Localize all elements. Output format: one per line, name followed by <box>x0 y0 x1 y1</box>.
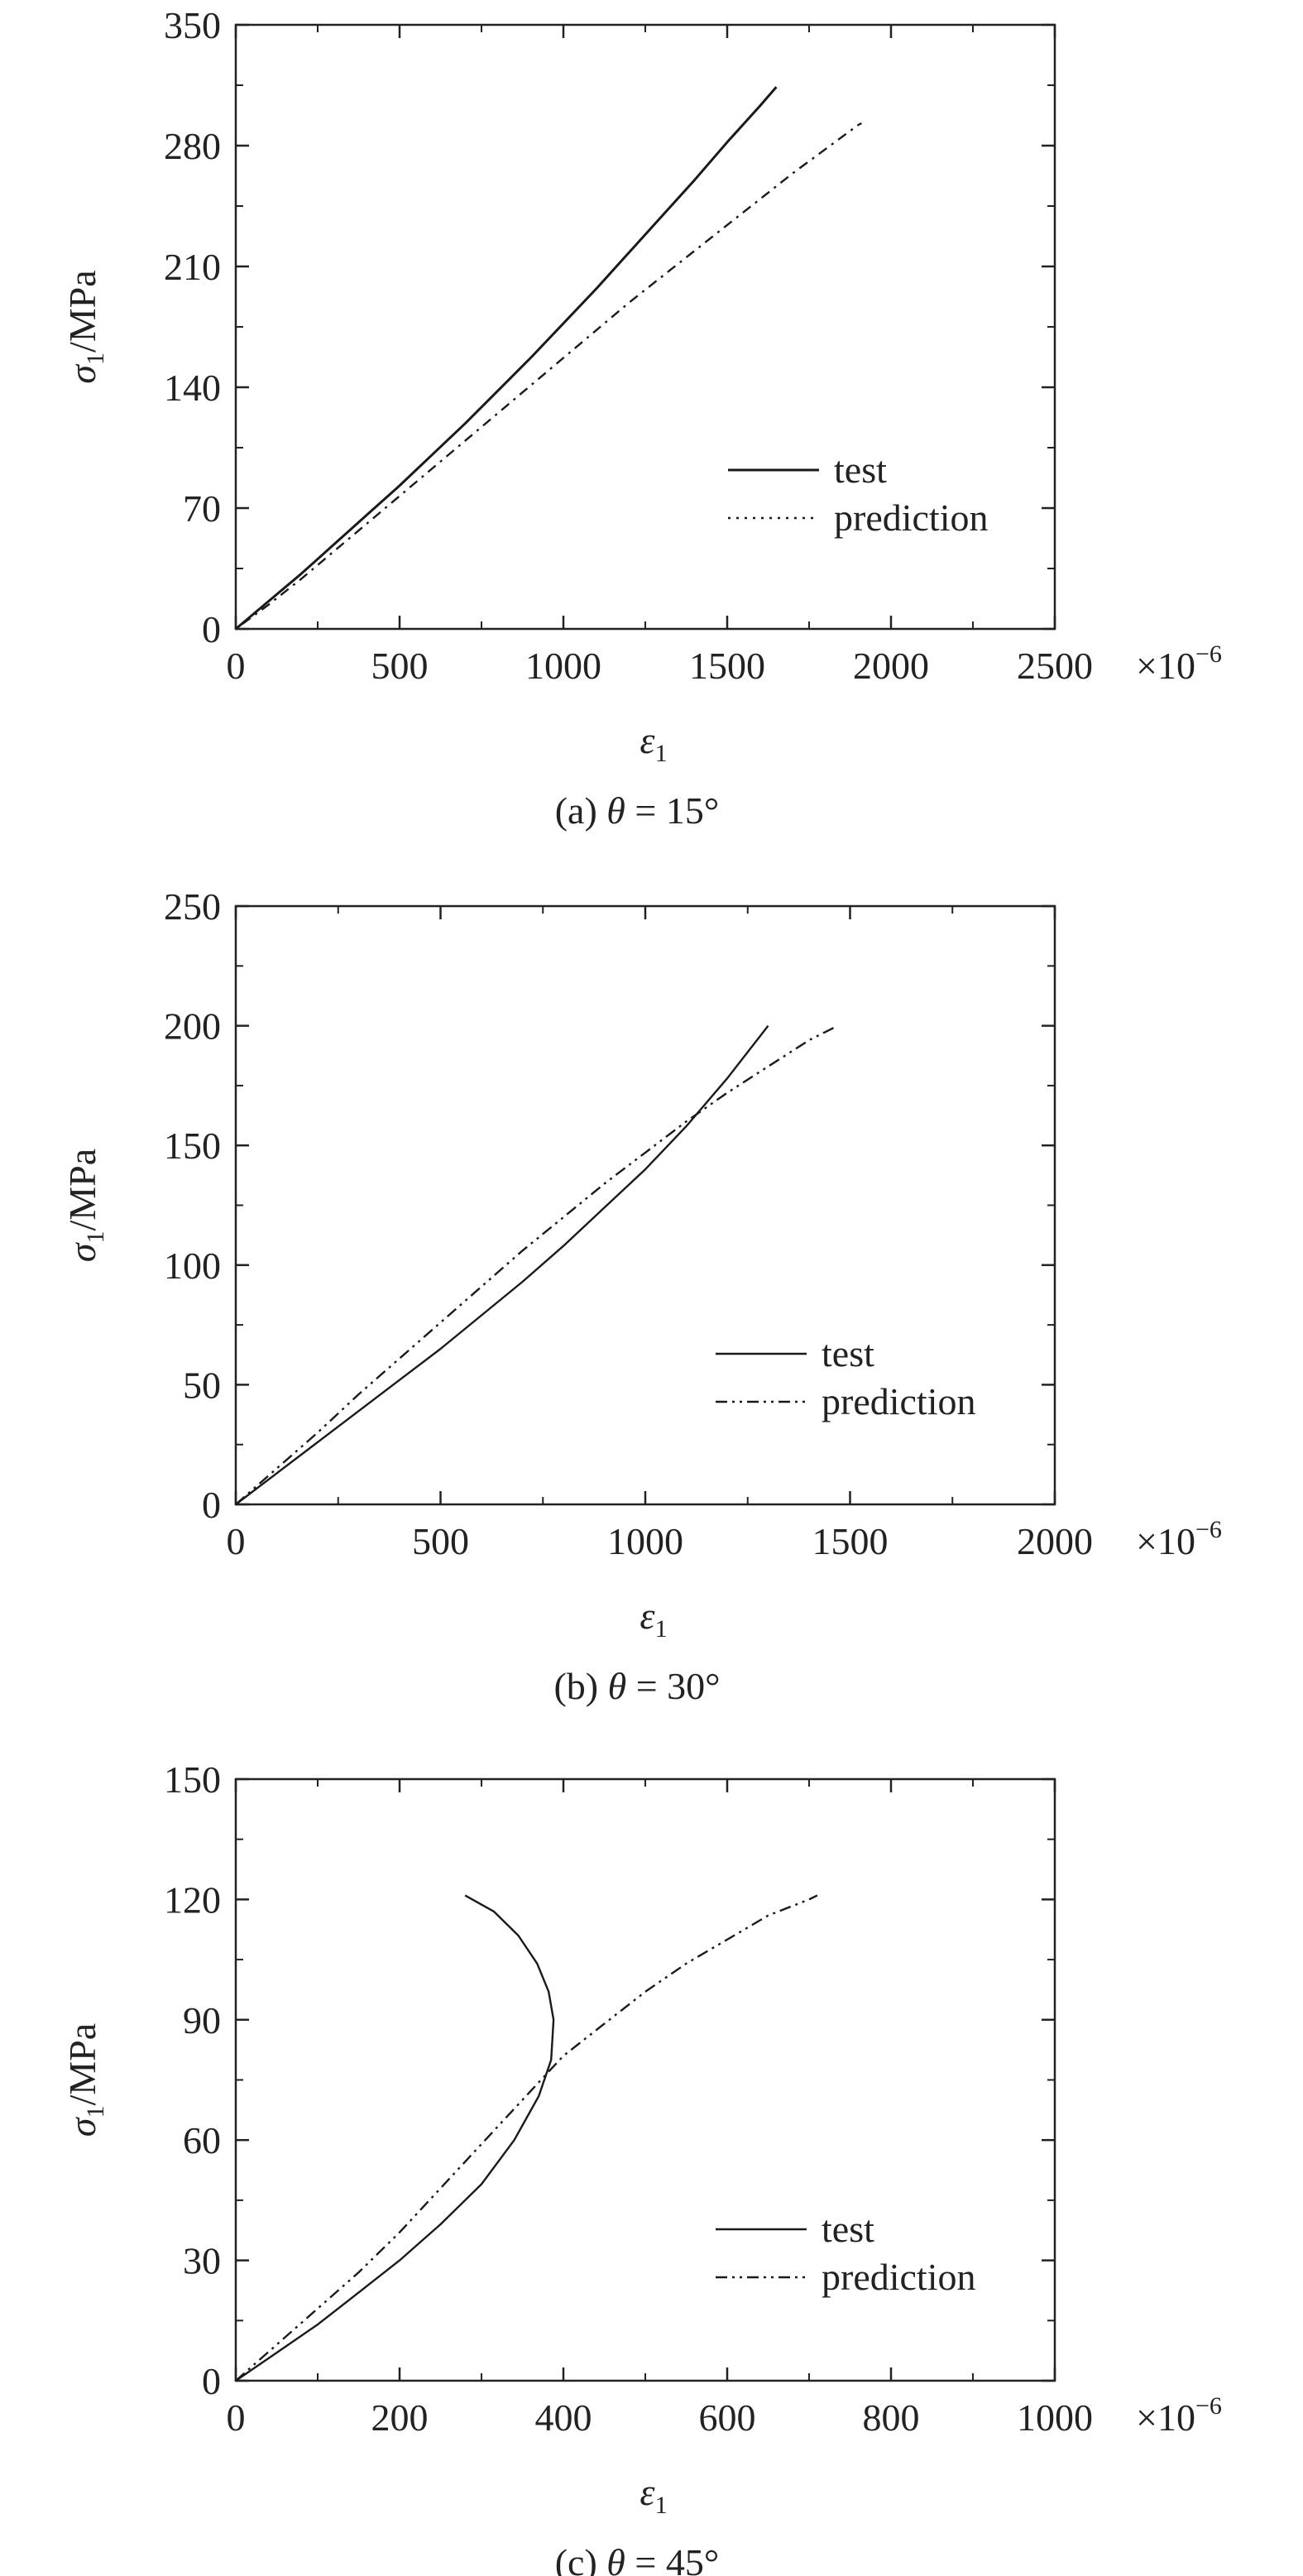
y-tick-label: 70 <box>183 487 221 530</box>
x-tick-label: 2000 <box>853 645 929 687</box>
legend: test prediction <box>716 1332 976 1422</box>
series-line-test <box>235 86 778 631</box>
chart-panel-2: 0 500 1000 1500 2000 0 50 100 150 200 250 ×10−6 ε1 σ1… <box>61 885 1222 1707</box>
y-tick-label: 0 <box>202 2360 221 2402</box>
series-line-prediction <box>235 1894 818 2382</box>
x-tick-label: 200 <box>371 2396 429 2439</box>
y-tick-label: 0 <box>202 1484 221 1526</box>
x-tick-label: 0 <box>227 1520 246 1562</box>
chart-panel-1: 0 500 1000 1500 2000 2500 0 70 140 210 280 350 ×10−6… <box>61 4 1222 832</box>
x-tick-label: 500 <box>371 645 429 687</box>
legend-label-prediction: prediction <box>834 496 989 539</box>
y-tick-label: 250 <box>164 885 221 928</box>
y-tick-label: 150 <box>164 1758 221 1801</box>
y-tick-label: 350 <box>164 4 221 46</box>
y-tick-label: 140 <box>164 367 221 409</box>
y-tick-label: 50 <box>183 1364 221 1406</box>
legend: test prediction <box>716 2208 976 2298</box>
legend-label-test: test <box>822 2208 874 2250</box>
panel-caption: (b) θ = 30° <box>553 1665 720 1707</box>
y-tick-label: 200 <box>164 1005 221 1048</box>
x-multiplier-label: ×10−6 <box>1136 1516 1222 1562</box>
x-tick-label: 800 <box>863 2396 920 2439</box>
legend-label-test: test <box>834 449 887 491</box>
series-line-test <box>235 1024 769 1505</box>
series-line-test <box>235 1894 555 2382</box>
legend: test prediction <box>728 449 989 539</box>
x-tick-label: 1000 <box>525 645 601 687</box>
y-tick-label: 210 <box>164 246 221 288</box>
series-line-prediction <box>235 1024 839 1505</box>
y-tick-label: 280 <box>164 125 221 167</box>
x-axis-label: ε1 <box>640 719 667 767</box>
series-line-prediction <box>235 122 862 630</box>
x-axis-label: ε1 <box>640 1595 667 1643</box>
y-tick-label: 90 <box>183 1999 221 2041</box>
x-multiplier-label: ×10−6 <box>1136 640 1222 687</box>
x-tick-label: 1000 <box>607 1520 683 1562</box>
legend-label-prediction: prediction <box>822 1380 976 1422</box>
panel-caption: (a) θ = 15° <box>555 789 720 832</box>
legend-label-prediction: prediction <box>822 2256 976 2298</box>
x-tick-label: 0 <box>227 2396 246 2439</box>
x-tick-label: 2500 <box>1017 645 1093 687</box>
y-tick-label: 150 <box>164 1125 221 1167</box>
y-tick-label: 100 <box>164 1245 221 1287</box>
panel-caption: (c) θ = 45° <box>555 2541 720 2576</box>
x-tick-label: 400 <box>535 2396 592 2439</box>
y-tick-label: 0 <box>202 608 221 650</box>
legend-label-test: test <box>822 1332 874 1374</box>
y-tick-label: 60 <box>183 2119 221 2161</box>
x-tick-label: 2000 <box>1017 1520 1093 1562</box>
y-axis-label: σ1/MPa <box>61 270 109 383</box>
x-tick-label: 1500 <box>689 645 765 687</box>
x-tick-label: 1000 <box>1017 2396 1093 2439</box>
chart-panel-3: 0 200 400 600 800 1000 0 30 60 90 120 150 ×10−6 ε1 σ1/… <box>61 1758 1222 2576</box>
y-tick-label: 30 <box>183 2240 221 2282</box>
x-tick-label: 0 <box>227 645 246 687</box>
y-axis-label: σ1/MPa <box>61 2023 109 2137</box>
y-axis-label: σ1/MPa <box>61 1149 109 1262</box>
x-tick-label: 500 <box>412 1520 469 1562</box>
y-tick-label: 120 <box>164 1878 221 1921</box>
x-multiplier-label: ×10−6 <box>1136 2392 1222 2439</box>
x-tick-label: 1500 <box>812 1520 889 1562</box>
x-tick-label: 600 <box>699 2396 756 2439</box>
x-axis-label: ε1 <box>640 2471 667 2519</box>
